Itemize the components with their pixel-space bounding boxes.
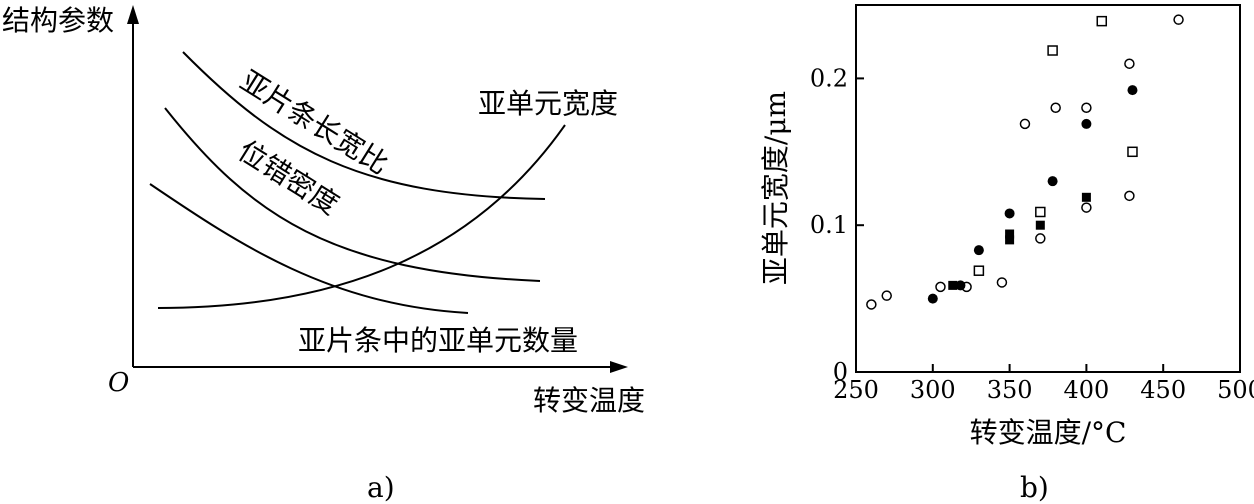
panel-a-x-arrow — [610, 361, 628, 373]
open-square-point — [1035, 206, 1046, 218]
open-square-point — [1047, 45, 1058, 56]
filled-circle-point — [1004, 208, 1015, 219]
panel-b-caption: b) — [1020, 471, 1049, 504]
curve-subunit-width — [157, 124, 566, 309]
x-tick-label: 300 — [910, 376, 956, 404]
panel-b-y-label: 亚单元宽度/μm — [759, 91, 792, 285]
open-circle-point — [1019, 118, 1031, 130]
open-circle-point — [1124, 190, 1135, 202]
label-subunit-width: 亚单元宽度 — [478, 87, 618, 120]
panel-b-points — [866, 14, 1184, 310]
filled-circle-point — [955, 280, 966, 291]
x-tick-label: 400 — [1063, 376, 1109, 404]
label-subunit-count: 亚片条中的亚单元数量 — [298, 324, 578, 357]
open-circle-point — [1081, 102, 1092, 114]
panel-b-ticks: 250 300 350 400 450 500 0 0.1 0.2 — [810, 64, 1254, 404]
x-tick-label: 500 — [1217, 376, 1254, 404]
filled-circle-point — [1081, 118, 1092, 129]
curve-subunit-count — [149, 183, 469, 314]
open-square-point — [973, 265, 985, 276]
panel-a: 结构参数 转变温度 O 亚片条长宽比 位错密度 亚片条中的亚单元数量 亚单元宽度… — [2, 4, 645, 504]
open-circle-point — [1050, 102, 1061, 114]
panel-b-plot-frame — [855, 4, 1241, 373]
y-tick-label: 0.2 — [810, 64, 848, 92]
open-circle-point — [935, 281, 946, 293]
panel-b-x-label: 转变温度/°C — [970, 416, 1127, 449]
filled-square-point — [948, 280, 958, 290]
filled-square-point — [1005, 229, 1015, 239]
filled-square-point — [1005, 235, 1015, 245]
open-circle-point — [1081, 202, 1092, 213]
open-circle-point — [1035, 233, 1046, 244]
x-tick-label: 350 — [987, 376, 1033, 404]
open-square-point — [1127, 146, 1138, 158]
y-tick-label: 0 — [833, 358, 848, 386]
filled-circle-point — [1047, 176, 1058, 187]
open-circle-point — [1173, 14, 1184, 25]
filled-square-point — [1035, 220, 1045, 230]
panel-a-y-arrow — [127, 5, 139, 24]
filled-circle-point — [927, 293, 938, 304]
open-circle-point — [996, 277, 1008, 288]
open-circle-point — [881, 290, 892, 301]
panel-b: 250 300 350 400 450 500 0 0.1 0.2 转变温度/°C 亚单元宽度/… — [759, 4, 1254, 504]
panel-a-y-label: 结构参数 — [2, 4, 114, 37]
open-circle-point — [866, 299, 877, 310]
curve-aspect-ratio — [182, 51, 546, 200]
open-circle-point — [1124, 58, 1135, 69]
panel-a-caption: a) — [367, 471, 395, 504]
y-tick-label: 0.1 — [810, 211, 848, 239]
x-tick-label: 450 — [1140, 376, 1186, 404]
panel-a-origin-label: O — [108, 368, 129, 398]
panel-a-x-label: 转变温度 — [533, 384, 645, 417]
curve-dislocation-density — [164, 107, 541, 282]
filled-circle-point — [1127, 85, 1138, 96]
filled-circle-point — [973, 245, 984, 256]
open-square-point — [1096, 15, 1108, 27]
filled-square-point — [1081, 192, 1091, 202]
x-tick-label: 250 — [833, 376, 879, 404]
